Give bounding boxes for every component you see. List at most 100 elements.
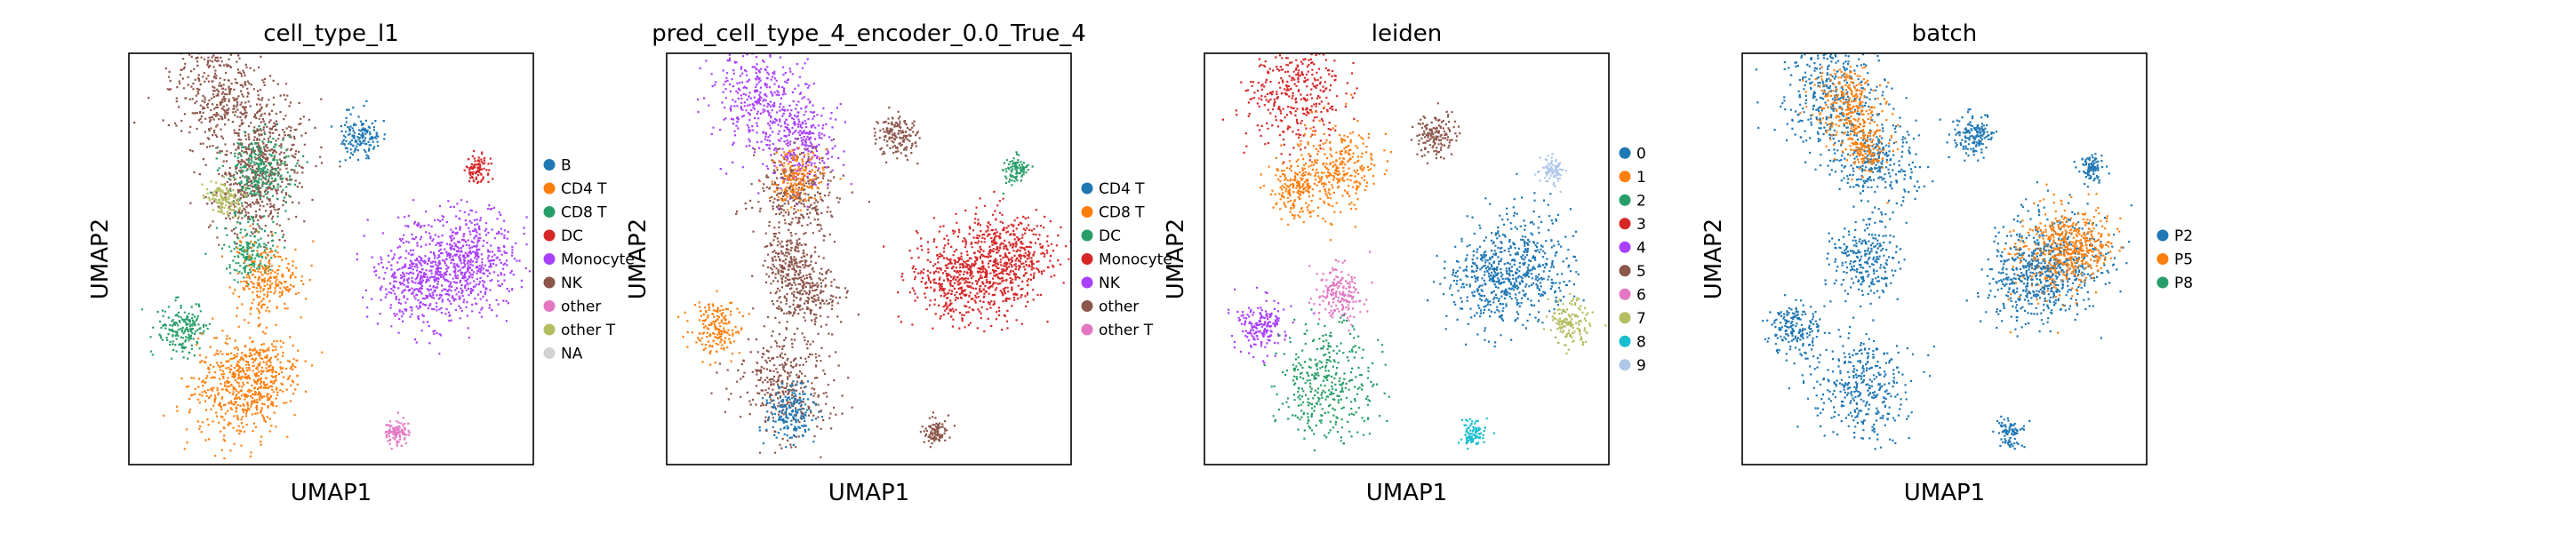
- legend-label: 6: [1636, 286, 1646, 304]
- cluster-cd8-t: [209, 123, 308, 224]
- legend-marker: [1081, 300, 1093, 312]
- cluster-b: [330, 99, 386, 163]
- axes-frame: [1204, 52, 1610, 465]
- umap-panel-0: cell_type_l1 UMAP1 UMAP2 B CD4 T CD8 T DC Monoc…: [87, 20, 635, 506]
- legend-item: 7: [1619, 310, 1646, 328]
- legend: CD4 T CD8 T DC Monocyte NK other other T: [1081, 180, 1172, 339]
- legend-marker: [1619, 335, 1631, 347]
- legend-item: other: [1081, 298, 1139, 316]
- cluster-cd8-t: [677, 290, 750, 366]
- scatter-points: [201, 176, 247, 219]
- scatter-points: [1465, 172, 1585, 348]
- legend-label: CD8 T: [561, 204, 607, 222]
- legend-label: 5: [1636, 263, 1646, 281]
- scatter-points: [946, 190, 1071, 323]
- scatter-points: [2004, 183, 2119, 334]
- legend-label: NK: [561, 274, 583, 292]
- y-axis-label: UMAP2: [1700, 219, 1727, 299]
- legend-label: NA: [561, 346, 583, 363]
- scatter-points: [209, 123, 308, 224]
- cluster-nk: [697, 53, 817, 175]
- scatter-points: [1824, 218, 1906, 308]
- legend-item: 0: [1619, 145, 1646, 163]
- cluster-0: [1465, 172, 1585, 348]
- legend-marker: [1081, 253, 1093, 265]
- scatter-points: [1410, 102, 1461, 164]
- legend-item: CD8 T: [1081, 204, 1145, 222]
- scatter-points: [1260, 156, 1334, 226]
- legend-item: other: [543, 298, 601, 316]
- cluster-p5: [1799, 66, 1900, 147]
- cluster-other: [710, 306, 853, 458]
- x-axis-label: UMAP1: [1366, 480, 1447, 506]
- legend-marker: [543, 276, 556, 289]
- legend-label: other: [561, 298, 601, 316]
- scatter-points: [1458, 418, 1495, 450]
- legend-marker: [543, 253, 556, 265]
- umap-panel-3: batch UMAP1 UMAP2 P2 P5 P8: [1700, 20, 2193, 506]
- cluster-other: [873, 107, 921, 165]
- umap-panel-1: pred_cell_type_4_encoder_0.0_True_4 UMAP1…: [625, 20, 1172, 506]
- legend-label: B: [561, 157, 572, 175]
- legend-marker: [1081, 206, 1093, 218]
- legend-marker: [1619, 171, 1631, 183]
- cluster-dc: [463, 149, 494, 184]
- cluster-p2: [1762, 294, 1826, 365]
- legend-label: CD4 T: [1099, 180, 1145, 198]
- x-axis-label: UMAP1: [291, 480, 372, 506]
- legend-marker: [1619, 194, 1631, 206]
- scatter-points: [330, 99, 386, 163]
- legend-label: 1: [1636, 169, 1646, 187]
- legend-label: 2: [1636, 192, 1646, 210]
- scatter-points: [1534, 153, 1567, 194]
- cluster-cd8-t: [758, 147, 842, 211]
- scatter-points: [1228, 286, 1316, 364]
- scatter-points: [1308, 251, 1373, 332]
- legend-label: 8: [1636, 333, 1646, 351]
- legend-item: Monocyte: [1081, 251, 1172, 269]
- legend-marker: [2156, 229, 2169, 242]
- legend-marker: [1619, 288, 1631, 300]
- legend-label: other: [1099, 298, 1139, 316]
- panel-title: batch: [1912, 20, 1977, 47]
- cluster-monocyte: [946, 190, 1071, 323]
- cluster-p2: [1980, 181, 2132, 339]
- cluster-p2: [1788, 316, 1935, 450]
- cluster-8: [1458, 418, 1495, 450]
- scatter-points: [915, 197, 1062, 333]
- scatter-points: [2073, 153, 2110, 188]
- legend-label: DC: [1099, 227, 1121, 245]
- scatter-points: [1814, 97, 1934, 235]
- legend-item: DC: [543, 227, 583, 245]
- scatter-points: [1829, 106, 1900, 204]
- legend-marker: [1619, 359, 1631, 371]
- scatter-points: [1280, 93, 1392, 242]
- cluster-6: [1308, 251, 1373, 332]
- scatter-points: [463, 149, 494, 184]
- legend-label: CD8 T: [1099, 204, 1145, 222]
- legend-item: NK: [543, 274, 583, 292]
- scatter-points: [140, 296, 211, 360]
- legend-label: NK: [1099, 274, 1121, 292]
- legend-item: CD4 T: [1081, 180, 1145, 198]
- scatter-points: [710, 306, 853, 458]
- cluster-p5: [2004, 183, 2119, 334]
- legend: B CD4 T CD8 T DC Monocyte NK other other T NA: [543, 157, 635, 363]
- legend-marker: [1081, 182, 1093, 195]
- legend-item: 6: [1619, 286, 1646, 304]
- legend-item: 5: [1619, 263, 1646, 281]
- cluster-nk: [191, 66, 341, 235]
- scatter-points: [677, 290, 750, 366]
- panel-title: leiden: [1372, 20, 1442, 47]
- scatter-points: [1755, 53, 1893, 167]
- cluster-1: [1280, 93, 1392, 242]
- legend-marker: [1619, 312, 1631, 324]
- legend-label: 9: [1636, 357, 1646, 375]
- cluster-p2: [1824, 218, 1906, 308]
- scatter-points: [1992, 415, 2031, 450]
- legend-marker: [543, 347, 556, 359]
- panel-title: pred_cell_type_4_encoder_0.0_True_4: [652, 20, 1085, 47]
- cluster-other: [919, 411, 956, 449]
- y-axis-label: UMAP2: [87, 219, 114, 299]
